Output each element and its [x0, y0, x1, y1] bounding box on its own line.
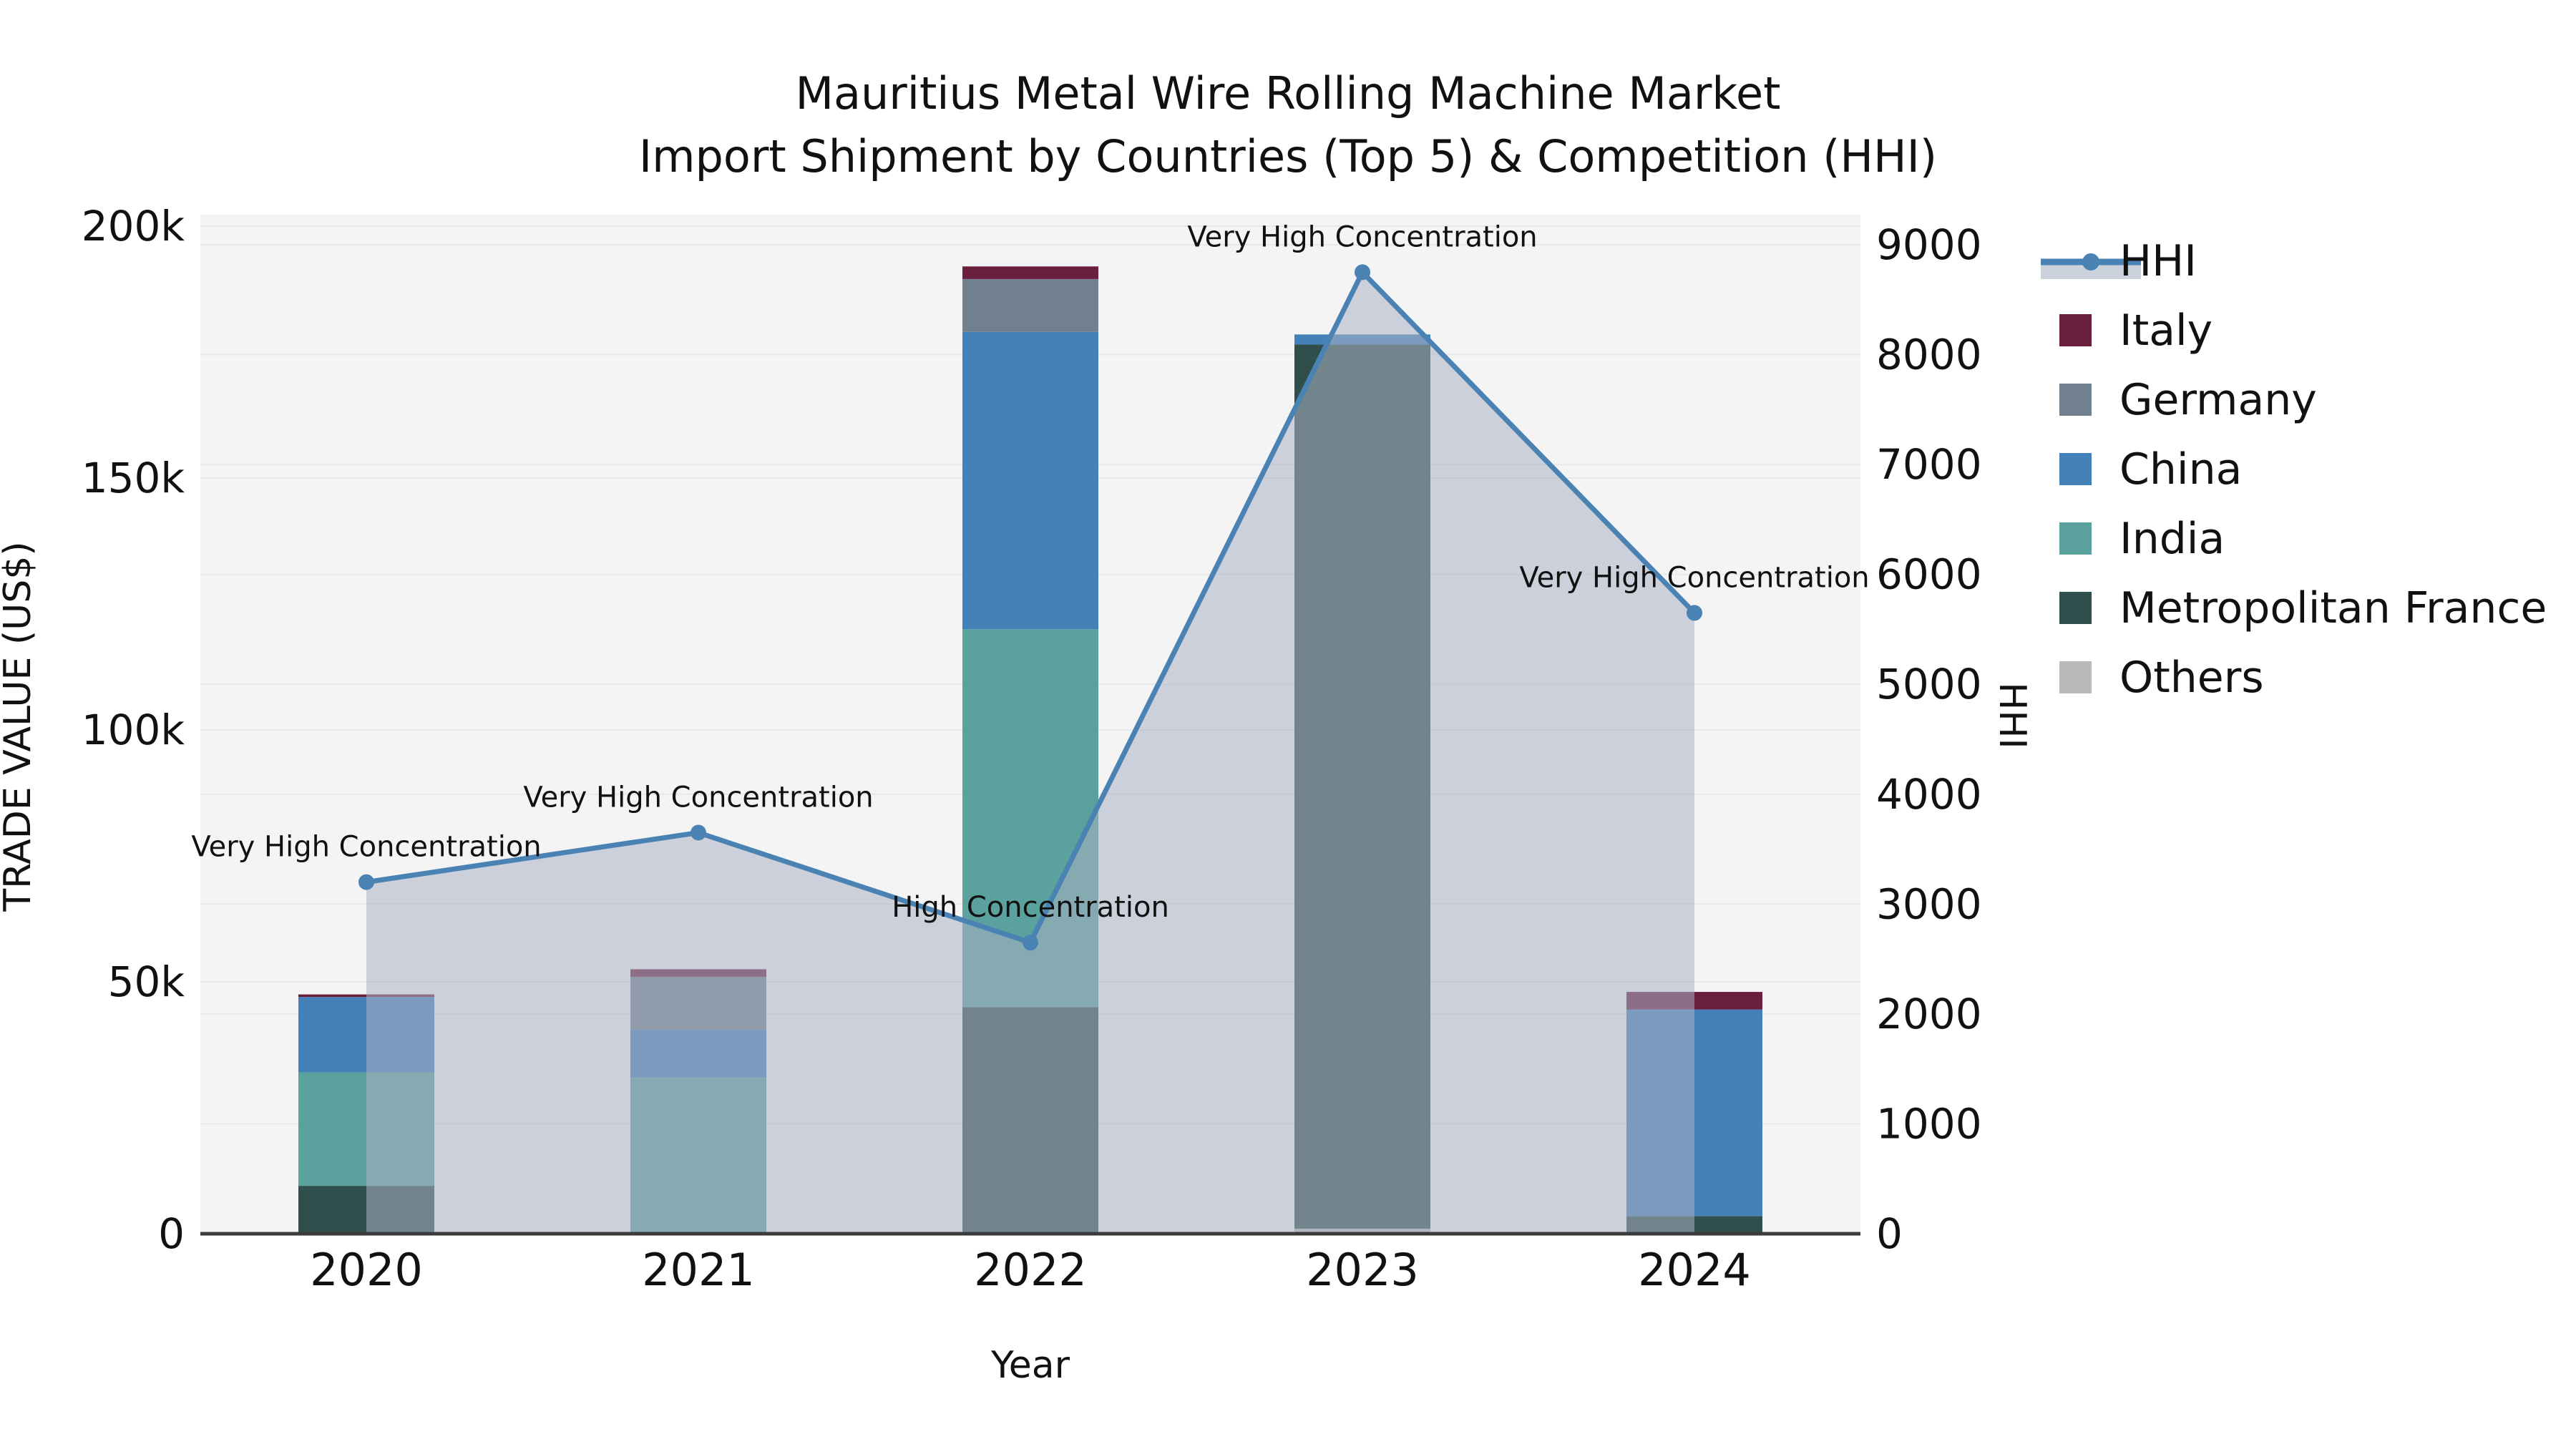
left-tick-100k: 100k	[82, 706, 185, 754]
left-tick-50k: 50k	[108, 958, 185, 1006]
right-tick-4000: 4000	[1876, 770, 1982, 819]
y-axis-label-right: HHI	[1991, 682, 2034, 749]
legend-label-metropolitan-france: Metropolitan France	[2119, 583, 2547, 633]
left-tick-0: 0	[158, 1209, 185, 1258]
hhi-annotation-2024: Very High Concentration	[1519, 561, 1869, 594]
legend-item-india	[2059, 522, 2092, 555]
legend-label-italy: Italy	[2119, 306, 2212, 356]
chart-subtitle: Import Shipment by Countries (Top 5) & C…	[639, 130, 1937, 182]
left-tick-200k: 200k	[82, 202, 185, 250]
legend-label-china: China	[2119, 444, 2242, 494]
hhi-marker-2022	[1023, 935, 1038, 951]
right-tick-7000: 7000	[1876, 440, 1982, 489]
left-tick-150k: 150k	[82, 454, 185, 502]
legend-swatch-metropolitan-france	[2059, 592, 2092, 624]
hhi-marker-2023	[1355, 264, 1370, 281]
right-tick-9000: 9000	[1876, 220, 1982, 269]
legend-swatch-india	[2059, 522, 2092, 555]
bar-segment-2022-italy	[962, 266, 1098, 279]
legend-item-china	[2059, 453, 2092, 485]
legend-label-others: Others	[2119, 653, 2264, 703]
bar-segment-2022-germany	[962, 278, 1098, 332]
x-tick-2023: 2023	[1306, 1244, 1419, 1296]
legend-item-others	[2059, 661, 2092, 693]
legend-label-germany: Germany	[2119, 375, 2317, 425]
right-tick-5000: 5000	[1876, 660, 1982, 708]
x-tick-2022: 2022	[974, 1244, 1087, 1296]
hhi-marker-2024	[1687, 605, 1702, 621]
hhi-marker-2020	[358, 874, 374, 890]
chart-title: Mauritius Metal Wire Rolling Machine Mar…	[796, 67, 1781, 120]
x-axis-label: Year	[990, 1344, 1070, 1387]
x-tick-2021: 2021	[642, 1244, 755, 1296]
hhi-annotation-2022: High Concentration	[892, 891, 1169, 924]
hhi-marker-swatch	[2082, 253, 2099, 271]
legend-item-hhi	[2041, 253, 2141, 279]
right-tick-6000: 6000	[1876, 550, 1982, 599]
legend-swatch-germany	[2059, 384, 2092, 416]
hhi-annotation-2020: Very High Concentration	[191, 831, 541, 864]
hhi-marker-2021	[691, 824, 706, 841]
legend	[2041, 253, 2141, 693]
hhi-area-fill	[366, 272, 1694, 1234]
right-tick-8000: 8000	[1876, 331, 1982, 379]
right-tick-3000: 3000	[1876, 880, 1982, 928]
hhi-annotation-2023: Very High Concentration	[1187, 220, 1537, 253]
legend-item-germany	[2059, 384, 2092, 416]
legend-swatch-others	[2059, 661, 2092, 693]
legend-swatch-italy	[2059, 314, 2092, 346]
right-tick-1000: 1000	[1876, 1099, 1982, 1148]
y-axis-label-left: TRADE VALUE (US$)	[0, 541, 39, 912]
legend-item-italy	[2059, 314, 2092, 346]
bar-segment-2022-china	[962, 331, 1098, 630]
legend-swatch-china	[2059, 453, 2092, 485]
legend-label-hhi: HHI	[2119, 236, 2197, 286]
legend-label-india: India	[2119, 514, 2225, 564]
x-tick-2024: 2024	[1638, 1244, 1751, 1296]
right-tick-0: 0	[1876, 1209, 1903, 1258]
legend-item-metropolitan-france	[2059, 592, 2092, 624]
x-tick-2020: 2020	[310, 1244, 423, 1296]
hhi-annotation-2021: Very High Concentration	[523, 781, 873, 814]
right-tick-2000: 2000	[1876, 990, 1982, 1038]
